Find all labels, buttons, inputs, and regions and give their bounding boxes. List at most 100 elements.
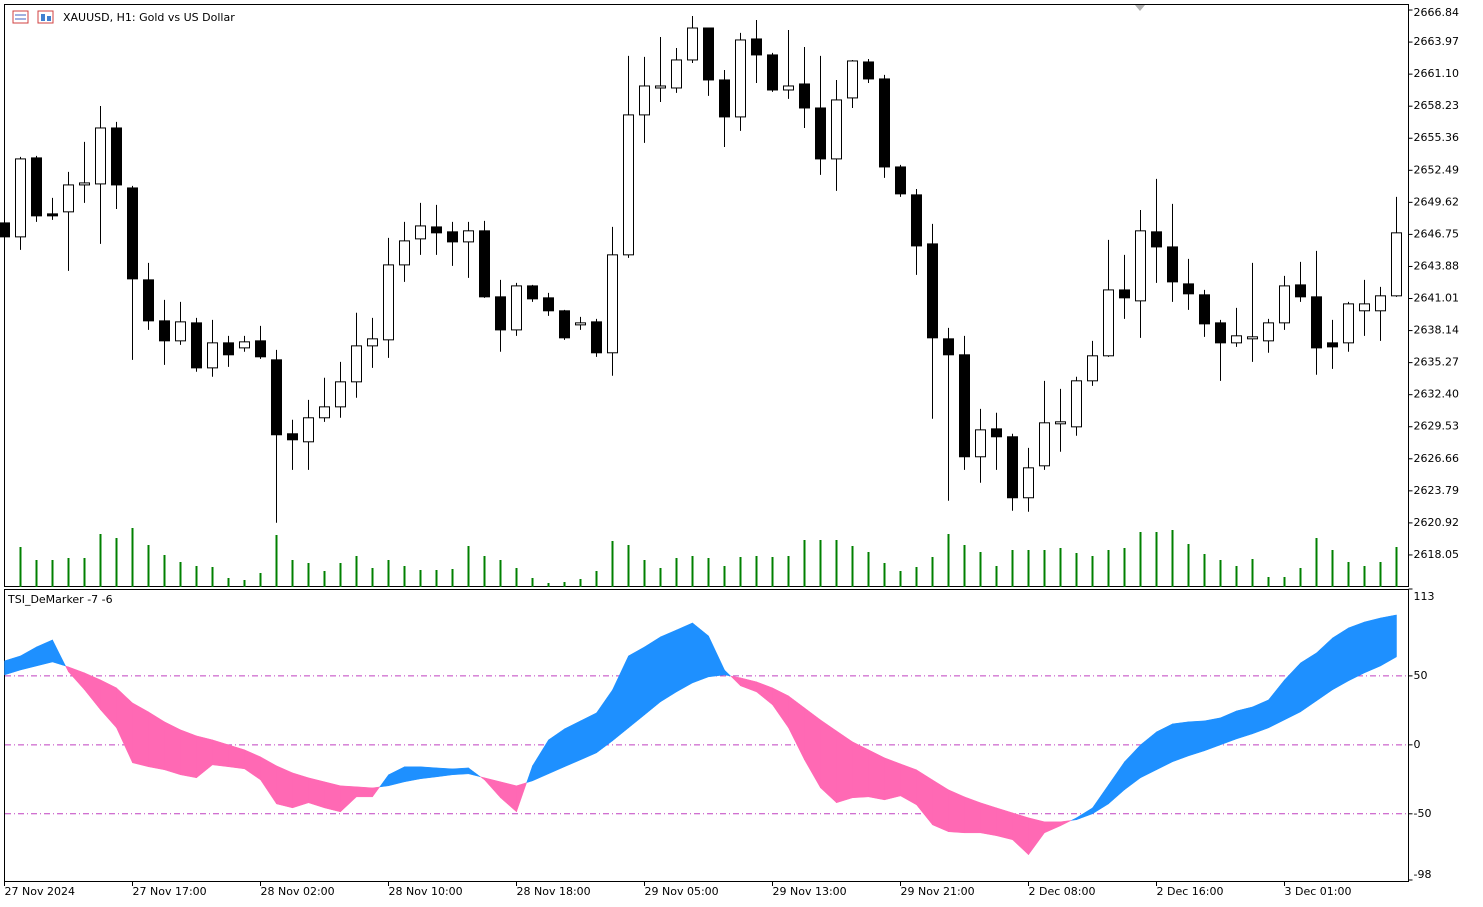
candle-body	[447, 231, 458, 243]
volume-bar	[867, 552, 870, 587]
shift-marker[interactable]	[1135, 5, 1145, 11]
band-fill	[996, 807, 1013, 841]
candle-body	[31, 157, 42, 217]
candle-body	[1359, 303, 1370, 312]
y-tick-label: 2655.36	[1414, 131, 1460, 144]
volume-bar	[915, 567, 918, 587]
y-tick-label: 2643.88	[1414, 259, 1460, 272]
candle-body	[607, 254, 618, 354]
volume-bar	[291, 560, 294, 587]
candle-body	[143, 279, 154, 322]
volume-bar	[547, 583, 550, 587]
volume-bar	[1395, 547, 1398, 587]
candle-body	[959, 354, 970, 458]
candle-body	[767, 54, 778, 91]
volume-bar	[371, 568, 374, 587]
candle-body	[223, 342, 234, 356]
candle-body	[671, 59, 682, 89]
band-fill	[1348, 621, 1365, 682]
volume-bar	[1011, 550, 1014, 587]
x-tick-label: 2 Dec 16:00	[1157, 885, 1224, 898]
volume-bar	[35, 560, 38, 587]
volume-bar	[355, 556, 358, 587]
volume-bar	[1315, 538, 1318, 587]
band-fill	[276, 765, 293, 809]
candle-body	[1295, 284, 1306, 298]
volume-bar	[835, 540, 838, 587]
candle-body	[335, 381, 346, 408]
candle-body	[799, 83, 810, 109]
band-fill	[868, 749, 885, 801]
volume-bar	[179, 562, 182, 587]
volume-bar	[787, 556, 790, 587]
candle-body	[975, 429, 986, 458]
volume-bar	[1075, 553, 1078, 587]
candle-body	[879, 78, 890, 168]
volume-bar	[1107, 550, 1110, 587]
candle-body	[559, 310, 570, 339]
candle-body	[543, 297, 554, 312]
volume-bar	[499, 560, 502, 587]
candle-body	[591, 321, 602, 354]
band-fill	[660, 629, 677, 703]
band-fill	[420, 766, 437, 780]
volume-bar	[131, 528, 134, 587]
candle-body	[719, 79, 730, 118]
icon-bar	[47, 16, 51, 21]
volume-bar	[627, 545, 630, 587]
candle-body	[303, 417, 314, 443]
symbol-icons[interactable]	[12, 10, 54, 24]
volume-bar	[1043, 550, 1046, 587]
candle-body	[111, 127, 122, 186]
band-fill	[180, 729, 197, 779]
volume-bar	[1171, 530, 1174, 587]
volume-bar	[243, 580, 246, 587]
band-fill	[324, 781, 341, 813]
y-tick-label: 2632.40	[1414, 388, 1460, 401]
candle-body	[95, 127, 106, 185]
y-tick-label: -98	[1414, 868, 1432, 881]
y-tick-label: 2623.79	[1414, 484, 1460, 497]
x-tick-label: 28 Nov 18:00	[517, 885, 591, 898]
volume-bar	[723, 566, 726, 587]
candle-body	[191, 322, 202, 369]
volume-bar	[1139, 532, 1142, 587]
candle-body	[431, 226, 442, 234]
candle-body	[239, 341, 250, 349]
volume-bar	[1219, 560, 1222, 587]
candle-body	[1007, 436, 1018, 499]
band-fill	[964, 796, 981, 834]
candle-body	[1151, 231, 1162, 248]
candle-body	[1215, 322, 1226, 344]
volume-bar	[563, 582, 566, 587]
volume-bar	[883, 563, 886, 587]
volume-bar	[1203, 554, 1206, 587]
icon[interactable]	[12, 10, 29, 24]
band-fill	[1380, 614, 1397, 667]
x-tick-label: 28 Nov 02:00	[261, 885, 335, 898]
candle-body	[1167, 246, 1178, 283]
volume-bar	[195, 566, 198, 587]
candle-body	[527, 285, 538, 300]
x-tick-label: 27 Nov 17:00	[133, 885, 207, 898]
volume-bar	[387, 560, 390, 587]
volume-bar	[579, 579, 582, 587]
candle-body	[1327, 342, 1338, 348]
volume-bar	[467, 546, 470, 587]
y-tick-label: 2618.05	[1414, 548, 1460, 561]
volume-bar	[1299, 568, 1302, 587]
candle-body	[79, 182, 90, 186]
volume-bar	[691, 556, 694, 587]
candle-body	[623, 114, 634, 256]
candle-body	[1343, 303, 1354, 344]
volume-bar	[1347, 562, 1350, 587]
volume-bar	[1379, 562, 1382, 587]
candle-body	[815, 107, 826, 160]
y-tick-label: 2626.66	[1414, 452, 1460, 465]
indicator-title: TSI_DeMarker -7 -6	[7, 593, 113, 606]
band-fill	[308, 777, 325, 809]
price-pane-frame	[4, 4, 1409, 587]
volume-bar	[595, 571, 598, 587]
